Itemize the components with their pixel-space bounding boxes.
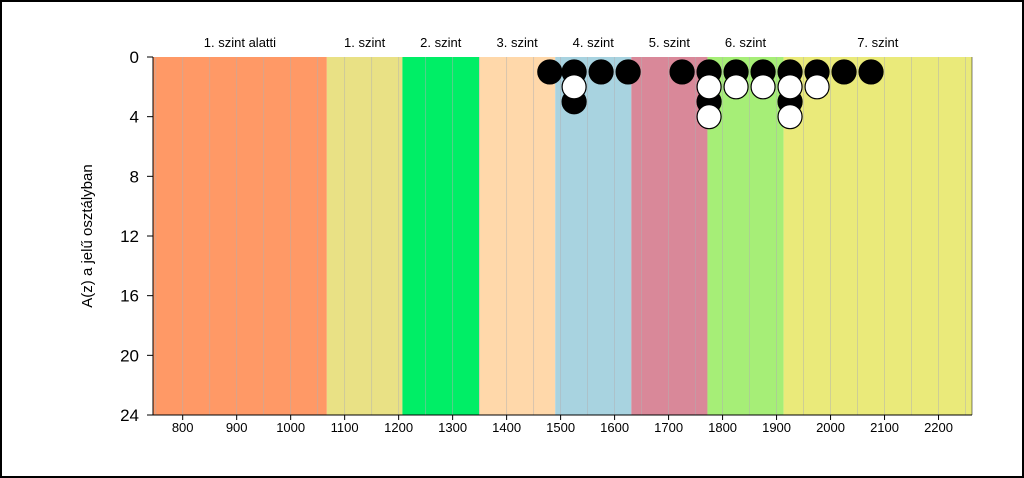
x-tick-label: 1500 <box>546 420 575 435</box>
level-bands <box>153 57 972 415</box>
level-band-label: 4. szint <box>573 35 615 50</box>
data-point-white <box>696 74 722 100</box>
y-tick-label: 4 <box>130 108 139 127</box>
data-point-white <box>696 104 722 130</box>
axes <box>147 56 973 420</box>
data-point-black <box>588 59 614 85</box>
level-band <box>555 57 632 415</box>
x-tick-label: 1400 <box>492 420 521 435</box>
tick-labels: 0 4 8 12 16 20 24 800 900 1000 1100 1200 1300 1400 150… <box>120 48 953 435</box>
data-point-black <box>615 59 641 85</box>
y-tick-label: 16 <box>120 287 139 306</box>
x-tick-label: 1300 <box>438 420 467 435</box>
data-point-white <box>750 74 776 100</box>
x-tick-label: 2000 <box>816 420 845 435</box>
data-point-black <box>537 59 563 85</box>
y-tick-label: 20 <box>120 346 139 365</box>
y-tick-label: 24 <box>120 406 139 425</box>
level-band <box>783 57 972 415</box>
x-tick-label: 1100 <box>331 420 359 435</box>
level-band <box>153 57 327 415</box>
data-point-black <box>669 59 695 85</box>
x-tick-label: 800 <box>172 420 194 435</box>
x-tick-label: 1700 <box>654 420 683 435</box>
level-band <box>326 57 403 415</box>
data-point-white <box>723 74 749 100</box>
level-band-label: 7. szint <box>857 35 899 50</box>
x-tick-label: 900 <box>226 420 248 435</box>
level-band-label: 5. szint <box>649 35 691 50</box>
x-tick-label: 1000 <box>276 420 305 435</box>
data-point-white <box>777 74 803 100</box>
level-band-label: 3. szint <box>497 35 539 50</box>
data-point-black <box>858 59 884 85</box>
y-tick-label: 8 <box>130 167 139 186</box>
level-band <box>402 57 480 415</box>
y-tick-label: 12 <box>120 227 139 246</box>
level-band-label: 1. szint <box>344 35 386 50</box>
x-tick-label: 1900 <box>762 420 791 435</box>
data-point-white <box>804 74 830 100</box>
y-axis-label: A(z) a jelű osztályban <box>79 164 96 307</box>
level-band <box>479 57 556 415</box>
x-tick-label: 1600 <box>600 420 629 435</box>
x-tick-label: 2200 <box>924 420 953 435</box>
gridlines <box>155 57 966 415</box>
level-band <box>631 57 708 415</box>
x-tick-label: 1200 <box>384 420 413 435</box>
level-band-label: 1. szint alatti <box>204 35 276 50</box>
data-point-white <box>561 74 587 100</box>
data-point-white <box>777 104 803 130</box>
level-band-labels: 1. szint alatti 1. szint 2. szint 3. szint 4… <box>204 35 899 50</box>
y-tick-label: 0 <box>130 48 139 67</box>
data-point-black <box>831 59 857 85</box>
level-band-label: 2. szint <box>420 35 462 50</box>
x-tick-label: 1800 <box>708 420 737 435</box>
level-band-label: 6. szint <box>725 35 767 50</box>
data-points <box>537 59 884 130</box>
x-tick-label: 2100 <box>870 420 899 435</box>
